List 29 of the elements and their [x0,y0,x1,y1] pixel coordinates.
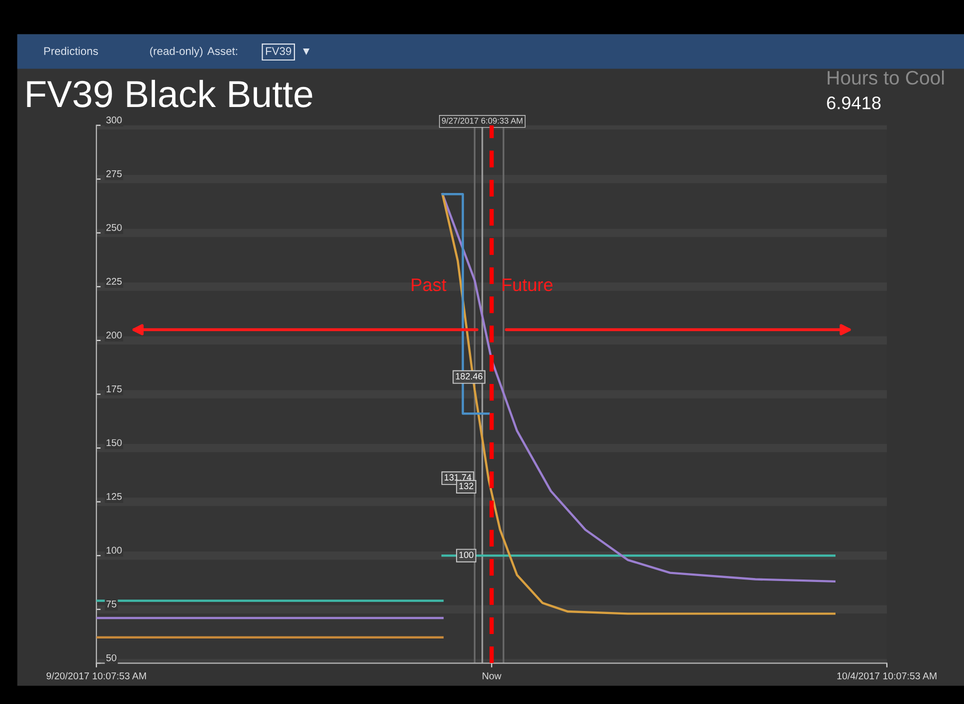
annotation: 131.74 [444,474,472,481]
text: Hours to Cool [828,70,944,85]
y-tick-label: 275 [106,170,122,178]
y-tick-label: 250 [106,224,122,231]
text: Predictions [44,46,98,56]
ref-line-label: 9/27/2017 6:09:33 AM [442,118,522,124]
chart-title: FV39 Black Butte [27,80,312,108]
y-tick-label: 50 [106,654,116,662]
y-tick-label: 225 [106,278,122,285]
x-tick-label: Now [482,672,502,680]
text: FV39 [266,47,292,56]
annotation: 100 [459,552,474,558]
y-tick-label: 300 [106,116,122,124]
x-tick-label: 9/20/2017 10:07:53 AM [46,672,146,680]
y-tick-label: 175 [106,386,122,392]
text: ▼ [303,48,310,56]
annotation: Past [412,278,446,292]
x-tick-label: 10/4/2017 10:07:53 AM [837,672,936,680]
annotation: 132 [459,482,474,490]
text: Asset: [207,47,238,56]
text: (read-only) [150,46,202,58]
annotation: Future [502,278,553,292]
y-tick-label: 200 [106,332,122,339]
y-tick-label: 100 [106,546,122,554]
text: 6.9418 [827,96,881,110]
annotation: 182.46 [456,373,482,380]
y-tick-label: 75 [106,600,116,608]
y-tick-label: 150 [106,439,122,446]
y-tick-label: 125 [106,493,122,500]
